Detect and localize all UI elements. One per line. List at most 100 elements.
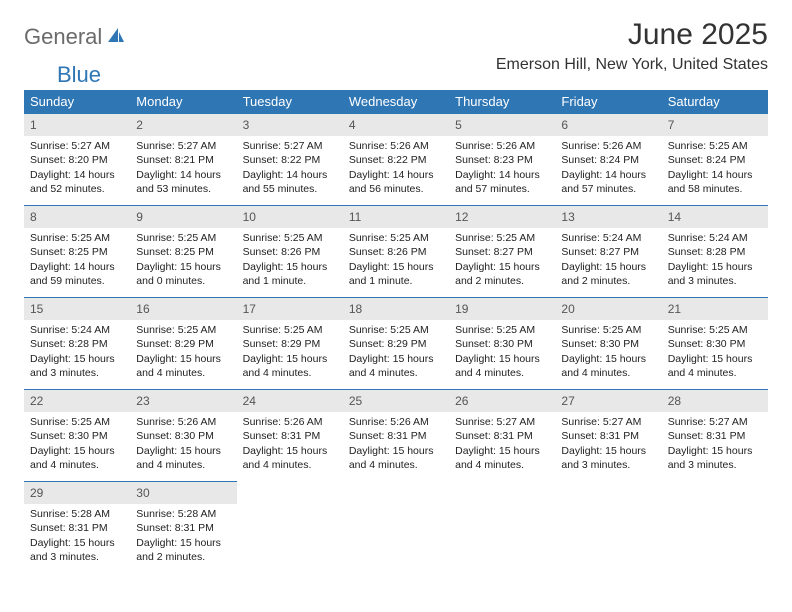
daylight-text: Daylight: 15 hours and 4 minutes. [349,444,443,472]
daylight-text: Daylight: 15 hours and 0 minutes. [136,260,230,288]
daylight-text: Daylight: 14 hours and 53 minutes. [136,168,230,196]
day-number: 9 [130,206,236,228]
day-content: Sunrise: 5:25 AMSunset: 8:29 PMDaylight:… [130,320,236,386]
day-content: Sunrise: 5:27 AMSunset: 8:20 PMDaylight:… [24,136,130,202]
day-cell: 25Sunrise: 5:26 AMSunset: 8:31 PMDayligh… [343,390,449,482]
day-cell [237,482,343,574]
day-cell: 27Sunrise: 5:27 AMSunset: 8:31 PMDayligh… [555,390,661,482]
day-number: 27 [555,390,661,412]
day-cell: 17Sunrise: 5:25 AMSunset: 8:29 PMDayligh… [237,298,343,390]
daylight-text: Daylight: 15 hours and 4 minutes. [30,444,124,472]
sunset-text: Sunset: 8:30 PM [561,337,655,351]
day-content: Sunrise: 5:27 AMSunset: 8:31 PMDaylight:… [449,412,555,478]
daylight-text: Daylight: 15 hours and 3 minutes. [30,352,124,380]
daylight-text: Daylight: 15 hours and 2 minutes. [561,260,655,288]
day-content: Sunrise: 5:25 AMSunset: 8:24 PMDaylight:… [662,136,768,202]
sunrise-text: Sunrise: 5:25 AM [30,231,124,245]
daylight-text: Daylight: 15 hours and 4 minutes. [136,352,230,380]
day-number: 10 [237,206,343,228]
daylight-text: Daylight: 15 hours and 4 minutes. [243,444,337,472]
sunset-text: Sunset: 8:23 PM [455,153,549,167]
day-number: 13 [555,206,661,228]
sunset-text: Sunset: 8:31 PM [243,429,337,443]
day-cell: 12Sunrise: 5:25 AMSunset: 8:27 PMDayligh… [449,206,555,298]
col-wednesday: Wednesday [343,90,449,114]
day-number: 2 [130,114,236,136]
day-content: Sunrise: 5:24 AMSunset: 8:27 PMDaylight:… [555,228,661,294]
day-content: Sunrise: 5:26 AMSunset: 8:22 PMDaylight:… [343,136,449,202]
day-number: 1 [24,114,130,136]
day-cell: 8Sunrise: 5:25 AMSunset: 8:25 PMDaylight… [24,206,130,298]
day-cell: 7Sunrise: 5:25 AMSunset: 8:24 PMDaylight… [662,114,768,206]
day-cell: 18Sunrise: 5:25 AMSunset: 8:29 PMDayligh… [343,298,449,390]
day-cell: 14Sunrise: 5:24 AMSunset: 8:28 PMDayligh… [662,206,768,298]
day-cell [662,482,768,574]
sunset-text: Sunset: 8:22 PM [349,153,443,167]
day-cell: 13Sunrise: 5:24 AMSunset: 8:27 PMDayligh… [555,206,661,298]
sunrise-text: Sunrise: 5:24 AM [668,231,762,245]
week-row: 15Sunrise: 5:24 AMSunset: 8:28 PMDayligh… [24,298,768,390]
col-monday: Monday [130,90,236,114]
sunrise-text: Sunrise: 5:27 AM [668,415,762,429]
day-content: Sunrise: 5:26 AMSunset: 8:23 PMDaylight:… [449,136,555,202]
day-content: Sunrise: 5:25 AMSunset: 8:25 PMDaylight:… [130,228,236,294]
day-number: 5 [449,114,555,136]
daylight-text: Daylight: 15 hours and 4 minutes. [668,352,762,380]
day-number: 23 [130,390,236,412]
sunset-text: Sunset: 8:26 PM [243,245,337,259]
day-number: 22 [24,390,130,412]
sunrise-text: Sunrise: 5:25 AM [30,415,124,429]
day-number: 14 [662,206,768,228]
day-cell: 10Sunrise: 5:25 AMSunset: 8:26 PMDayligh… [237,206,343,298]
day-content: Sunrise: 5:27 AMSunset: 8:22 PMDaylight:… [237,136,343,202]
day-cell: 1Sunrise: 5:27 AMSunset: 8:20 PMDaylight… [24,114,130,206]
daylight-text: Daylight: 15 hours and 4 minutes. [136,444,230,472]
daylight-text: Daylight: 14 hours and 57 minutes. [455,168,549,196]
daylight-text: Daylight: 15 hours and 2 minutes. [136,536,230,564]
day-cell: 11Sunrise: 5:25 AMSunset: 8:26 PMDayligh… [343,206,449,298]
daylight-text: Daylight: 15 hours and 1 minute. [243,260,337,288]
sunrise-text: Sunrise: 5:27 AM [561,415,655,429]
day-content: Sunrise: 5:26 AMSunset: 8:30 PMDaylight:… [130,412,236,478]
sunrise-text: Sunrise: 5:27 AM [243,139,337,153]
day-cell: 24Sunrise: 5:26 AMSunset: 8:31 PMDayligh… [237,390,343,482]
sunrise-text: Sunrise: 5:27 AM [136,139,230,153]
day-cell: 29Sunrise: 5:28 AMSunset: 8:31 PMDayligh… [24,482,130,574]
day-content: Sunrise: 5:28 AMSunset: 8:31 PMDaylight:… [24,504,130,570]
day-number: 3 [237,114,343,136]
sunrise-text: Sunrise: 5:26 AM [349,415,443,429]
day-cell [555,482,661,574]
daylight-text: Daylight: 14 hours and 55 minutes. [243,168,337,196]
sunrise-text: Sunrise: 5:27 AM [30,139,124,153]
week-row: 8Sunrise: 5:25 AMSunset: 8:25 PMDaylight… [24,206,768,298]
day-number: 19 [449,298,555,320]
day-number: 16 [130,298,236,320]
day-cell: 28Sunrise: 5:27 AMSunset: 8:31 PMDayligh… [662,390,768,482]
sunrise-text: Sunrise: 5:24 AM [561,231,655,245]
sunset-text: Sunset: 8:31 PM [561,429,655,443]
day-content: Sunrise: 5:28 AMSunset: 8:31 PMDaylight:… [130,504,236,570]
day-cell [449,482,555,574]
col-sunday: Sunday [24,90,130,114]
day-content: Sunrise: 5:25 AMSunset: 8:26 PMDaylight:… [343,228,449,294]
day-content: Sunrise: 5:25 AMSunset: 8:30 PMDaylight:… [24,412,130,478]
logo-sail-icon [106,26,126,49]
day-cell: 26Sunrise: 5:27 AMSunset: 8:31 PMDayligh… [449,390,555,482]
daylight-text: Daylight: 15 hours and 2 minutes. [455,260,549,288]
day-content: Sunrise: 5:25 AMSunset: 8:26 PMDaylight:… [237,228,343,294]
sunset-text: Sunset: 8:31 PM [30,521,124,535]
sunset-text: Sunset: 8:24 PM [668,153,762,167]
daylight-text: Daylight: 15 hours and 3 minutes. [30,536,124,564]
day-content: Sunrise: 5:24 AMSunset: 8:28 PMDaylight:… [24,320,130,386]
sunrise-text: Sunrise: 5:25 AM [136,323,230,337]
day-number: 15 [24,298,130,320]
sunset-text: Sunset: 8:20 PM [30,153,124,167]
sunrise-text: Sunrise: 5:26 AM [561,139,655,153]
sunrise-text: Sunrise: 5:25 AM [243,323,337,337]
col-friday: Friday [555,90,661,114]
day-cell: 5Sunrise: 5:26 AMSunset: 8:23 PMDaylight… [449,114,555,206]
day-cell: 4Sunrise: 5:26 AMSunset: 8:22 PMDaylight… [343,114,449,206]
day-number: 17 [237,298,343,320]
day-number: 12 [449,206,555,228]
day-number: 30 [130,482,236,504]
